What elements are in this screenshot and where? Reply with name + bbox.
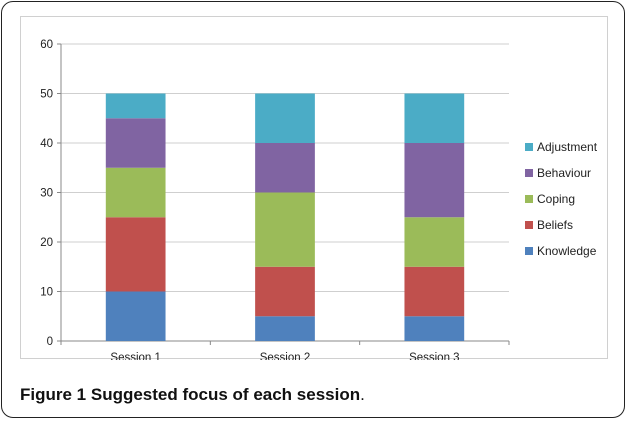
bar-behaviour-session-2 [255,143,315,193]
legend-swatch-adjustment [525,143,533,151]
y-tick-label-0: 0 [47,336,53,348]
y-tick-label-10: 10 [40,287,53,299]
bar-behaviour-session-3 [404,143,465,218]
bar-adjustment-session-3 [404,93,465,143]
bar-beliefs-session-1 [105,217,166,292]
bar-adjustment-session-1 [105,93,166,119]
legend-label-behaviour: Behaviour [537,166,591,180]
caption-end: . [360,385,365,404]
bar-knowledge-session-3 [404,316,465,341]
bar-adjustment-session-2 [255,93,315,143]
legend-swatch-beliefs [525,221,533,229]
x-tick-label-session-1: Session 1 [110,352,161,360]
bar-knowledge-session-2 [255,316,315,341]
bar-behaviour-session-1 [105,118,166,168]
legend-label-coping: Coping [537,192,575,206]
legend-swatch-knowledge [525,247,533,255]
y-tick-label-40: 40 [40,138,53,150]
legend-swatch-coping [525,195,533,203]
bar-coping-session-3 [404,217,465,267]
x-tick-label-session-3: Session 3 [409,352,460,360]
bar-beliefs-session-2 [255,266,315,317]
y-tick-label-20: 20 [40,237,53,249]
bar-knowledge-session-1 [105,291,166,341]
legend-label-knowledge: Knowledge [537,244,597,258]
bar-coping-session-2 [255,192,315,267]
stacked-bar-chart: 0 10 20 30 40 50 60 Session 1 Session 2 Session 3… [40,39,598,360]
legend-label-adjustment: Adjustment [537,140,598,154]
caption-text: Suggested focus of each session [90,385,361,404]
chart-panel: 0 10 20 30 40 50 60 Session 1 Session 2 Session 3… [20,16,608,360]
legend-swatch-behaviour [525,169,533,177]
legend-label-beliefs: Beliefs [537,218,573,232]
bar-beliefs-session-3 [404,266,465,317]
figure-caption: Figure 1 Suggested focus of each session… [20,385,365,405]
bar-coping-session-1 [105,167,166,218]
caption-label: Figure 1 [20,385,87,404]
y-tick-label-50: 50 [40,89,53,101]
y-tick-label-60: 60 [40,39,53,51]
x-tick-label-session-2: Session 2 [260,352,311,360]
y-tick-label-30: 30 [40,188,53,200]
